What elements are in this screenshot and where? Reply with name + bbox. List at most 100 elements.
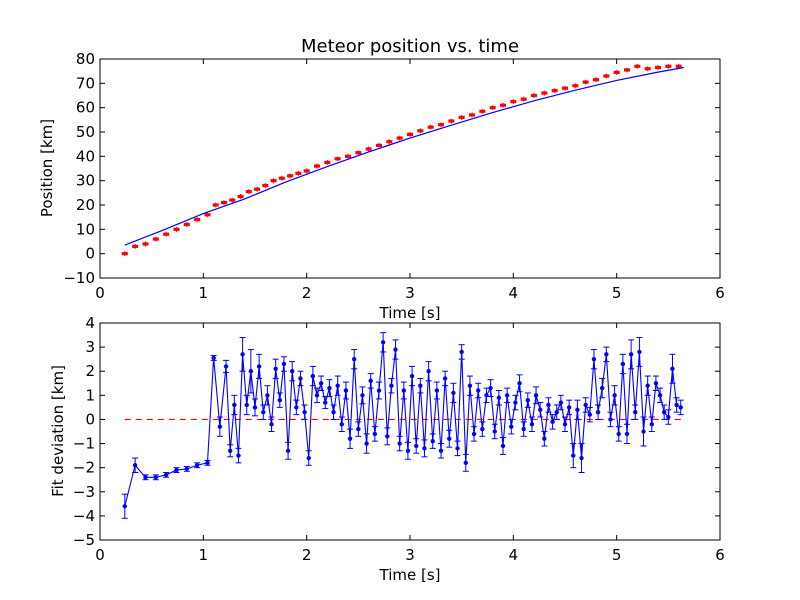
deviation-y-tick-label: −4 [73, 507, 95, 525]
deviation-point [184, 466, 189, 472]
observed-point [624, 68, 630, 72]
deviation-point [285, 448, 291, 453]
deviation-x-tick-label: 0 [95, 546, 105, 564]
deviation-point [587, 412, 592, 417]
deviation-point [331, 410, 336, 415]
observed-point [510, 99, 517, 104]
deviation-y-tick-label: −3 [73, 483, 95, 501]
observed-point [665, 64, 672, 68]
deviation-plot: 0 1 2 3 4 5 6 −5 −4 −3 −2 −1 0 1 2 3 4 Time [s] Fit dev… [49, 314, 725, 584]
deviation-x-axis-label: Time [s] [379, 566, 441, 584]
position-x-tick-label: 1 [199, 284, 209, 302]
observed-point [562, 86, 568, 90]
position-y-tick-label: 50 [76, 123, 95, 141]
deviation-point [641, 429, 646, 434]
deviation-point [265, 393, 270, 398]
position-x-tick-label: 5 [612, 284, 622, 302]
deviation-point [376, 388, 382, 393]
observed-point [237, 194, 244, 199]
deviation-point [571, 453, 576, 458]
position-y-tick-label: 80 [76, 50, 95, 68]
deviation-x-tick-label: 6 [715, 546, 725, 564]
deviation-point [583, 402, 588, 408]
deviation-point [612, 393, 617, 398]
position-y-tick-label: 40 [76, 147, 95, 165]
deviation-point [616, 431, 621, 437]
observed-point [634, 64, 641, 68]
position-y-tick-label: 0 [85, 245, 95, 263]
deviation-point [579, 455, 584, 461]
deviation-point [670, 366, 675, 372]
observed-point [365, 147, 372, 151]
deviation-point [269, 422, 274, 427]
deviation-point [591, 356, 597, 362]
observed-point [448, 119, 455, 123]
deviation-point [637, 349, 642, 355]
deviation-y-tick-label: −5 [73, 531, 95, 549]
position-y-tick-label: 70 [76, 74, 95, 92]
deviation-point [538, 407, 543, 412]
observed-point [675, 64, 682, 68]
deviation-point [232, 402, 237, 408]
observed-point [469, 113, 475, 117]
deviation-point [604, 352, 609, 357]
deviation-point [314, 393, 320, 398]
observed-point [407, 132, 413, 137]
observed-point [438, 123, 444, 127]
deviation-point [360, 393, 365, 398]
position-x-tick-label: 3 [405, 284, 415, 302]
deviation-point [194, 463, 200, 468]
deviation-point [318, 381, 324, 386]
deviation-point [595, 410, 601, 415]
deviation-point [252, 405, 258, 410]
deviation-point [513, 400, 518, 405]
deviation-point [649, 422, 654, 427]
observed-point [458, 115, 465, 119]
deviation-point [438, 448, 444, 453]
deviation-x-tick-label: 3 [405, 546, 415, 564]
deviation-point [298, 376, 303, 381]
deviation-point [620, 361, 626, 367]
deviation-point [666, 414, 671, 420]
deviation-point [343, 388, 349, 393]
observed-point [229, 198, 236, 202]
deviation-point [521, 426, 526, 432]
deviation-point [628, 352, 634, 357]
deviation-point [380, 340, 386, 345]
deviation-point [575, 407, 580, 412]
deviation-point [397, 441, 402, 446]
observed-point [334, 157, 341, 161]
fit-line [124, 66, 684, 246]
observed-point [427, 125, 434, 129]
deviation-point [418, 383, 423, 388]
deviation-point [393, 347, 398, 352]
deviation-line [124, 342, 682, 507]
deviation-point [223, 364, 229, 369]
deviation-x-tick-label: 5 [612, 546, 622, 564]
observed-point [324, 160, 331, 165]
deviation-point [335, 383, 340, 388]
deviation-point [447, 436, 452, 441]
deviation-point [409, 373, 415, 379]
observed-point [644, 67, 651, 71]
observed-point [541, 91, 548, 95]
deviation-point [546, 402, 551, 408]
position-x-tick-label: 4 [509, 284, 519, 302]
observed-point [173, 227, 180, 231]
deviation-point [153, 475, 158, 480]
deviation-point [132, 463, 138, 468]
deviation-point [281, 361, 287, 367]
observed-point [314, 164, 320, 168]
deviation-point [306, 455, 311, 461]
deviation-point [558, 400, 564, 405]
deviation-point [174, 467, 179, 473]
observed-point [355, 151, 362, 155]
deviation-point [217, 424, 223, 429]
observed-point [551, 89, 558, 93]
deviation-point [451, 390, 456, 396]
deviation-y-tick-label: 0 [85, 410, 95, 428]
deviation-point [645, 383, 650, 388]
deviation-y-tick-label: −1 [73, 435, 95, 453]
deviation-point [608, 417, 613, 422]
